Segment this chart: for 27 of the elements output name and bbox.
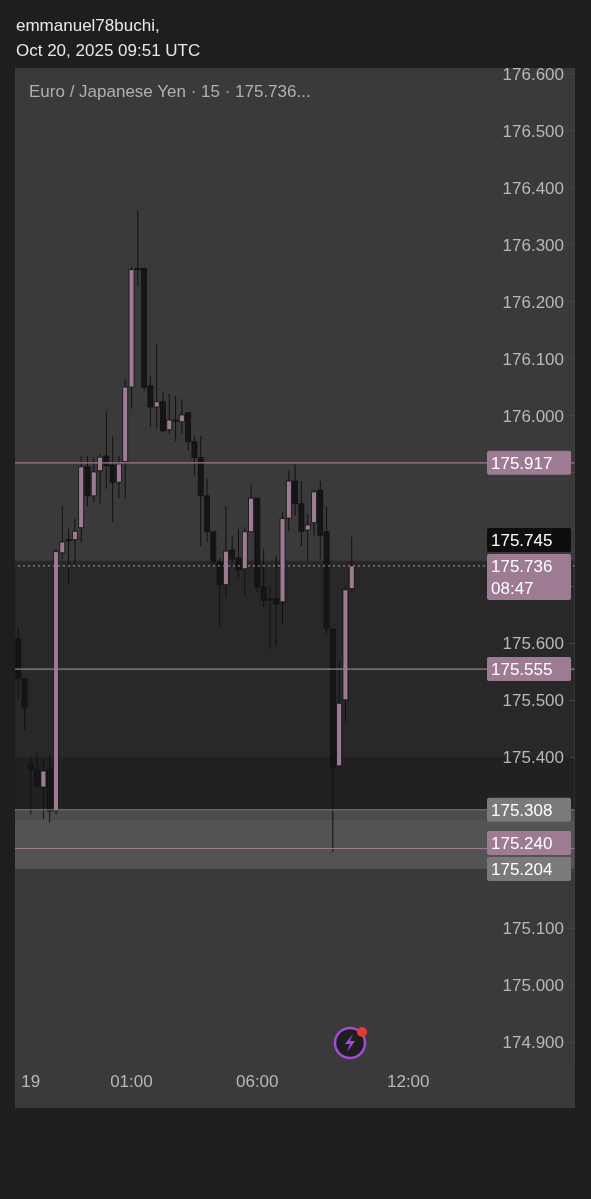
band-label: 175.745 [491, 530, 553, 550]
ref-line-label: 175.308 [491, 800, 553, 820]
ref-line-label: 175.917 [491, 453, 553, 473]
y-tick-label: 176.300 [502, 235, 564, 255]
y-tick-label: 176.400 [502, 178, 564, 198]
ref-line-label: 175.736 08:47 [491, 556, 553, 598]
x-tick-label: 06:00 [235, 1072, 279, 1091]
y-tick-label: 175.600 [502, 634, 564, 654]
y-tick-label: 176.100 [502, 349, 564, 369]
x-tick-label: 12:00 [386, 1072, 430, 1091]
y-tick-label: 176.500 [502, 121, 564, 141]
text: emmanuel78buchi, [16, 15, 161, 37]
y-tick-label: 176.600 [502, 64, 564, 84]
y-tick-label: 175.100 [502, 919, 564, 939]
band-label: 175.204 [491, 860, 553, 880]
y-tick-label: 175.400 [502, 748, 564, 768]
y-tick-label: 174.900 [502, 1033, 564, 1053]
y-tick-label: 176.200 [502, 292, 564, 312]
x-tick-label: 19 [21, 1072, 41, 1091]
y-tick-label: 175.000 [502, 976, 564, 996]
text: Euro / Japanese Yen · 15 · 175.736... [29, 82, 311, 102]
ref-line-label: 175.240 [491, 834, 553, 854]
y-tick-label: 176.000 [502, 406, 564, 426]
y-tick-label: 175.500 [502, 691, 564, 711]
ref-line-label: 175.555 [491, 660, 553, 680]
x-tick-label: 01:00 [110, 1072, 153, 1091]
text: Oct 20, 2025 09:51 UTC [16, 40, 201, 62]
